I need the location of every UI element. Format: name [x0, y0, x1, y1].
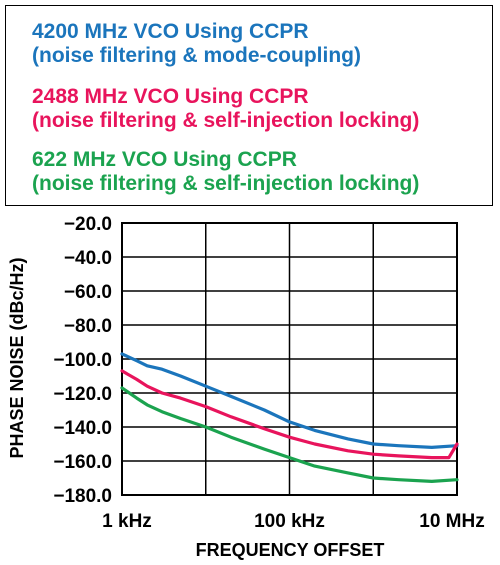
- legend-label-4200: 4200 MHz VCO Using CCPR: [32, 20, 309, 43]
- series-lines: [120, 352, 459, 483]
- y-tick-label: −120.0: [53, 384, 112, 405]
- legend-sublabel-2488: (noise filtering & self-injection lockin…: [32, 109, 420, 132]
- legend-entry-2488: 2488 MHz VCO Using CCPR (noise filtering…: [32, 85, 419, 133]
- y-axis-ticks: −20.0 −40.0 −60.0 −80.0 −100.0 −120.0 −140.0 −1…: [53, 214, 112, 507]
- series-line-2488: [120, 369, 459, 460]
- x-tick-label: 10 MHz: [419, 511, 484, 532]
- legend-sublabel-622: (noise filtering & self-injection lockin…: [32, 172, 420, 195]
- y-tick-label: −160.0: [53, 452, 112, 473]
- legend-label-2488: 2488 MHz VCO Using CCPR: [32, 85, 309, 108]
- y-tick-label: −60.0: [64, 282, 112, 303]
- y-tick-label: −20.0: [64, 214, 112, 235]
- y-tick-label: −40.0: [64, 248, 112, 269]
- x-tick-label: 1 kHz: [102, 511, 152, 532]
- legend-entry-622: 622 MHz VCO Using CCPR (noise filtering …: [32, 148, 419, 196]
- y-tick-label: −140.0: [53, 418, 112, 439]
- x-axis-title: FREQUENCY OFFSET: [196, 540, 385, 560]
- legend-entry-4200: 4200 MHz VCO Using CCPR (noise filtering…: [32, 20, 361, 68]
- legend-label-622: 622 MHz VCO Using CCPR: [32, 148, 297, 171]
- x-tick-label: 100 kHz: [254, 511, 325, 532]
- chart-grid: [122, 223, 457, 495]
- x-axis-ticks: 1 kHz 100 kHz 10 MHz: [102, 511, 485, 532]
- y-tick-label: −180.0: [53, 486, 112, 507]
- y-axis-title: PHASE NOISE (dBc/Hz): [7, 257, 27, 458]
- series-line-622: [120, 386, 459, 483]
- legend-sublabel-4200: (noise filtering & mode-coupling): [32, 44, 361, 67]
- series-line-4200: [120, 352, 459, 449]
- plot-frame: [121, 222, 458, 496]
- y-tick-label: −100.0: [53, 350, 112, 371]
- y-tick-label: −80.0: [64, 316, 112, 337]
- legend-box: 4200 MHz VCO Using CCPR (noise filtering…: [5, 5, 493, 206]
